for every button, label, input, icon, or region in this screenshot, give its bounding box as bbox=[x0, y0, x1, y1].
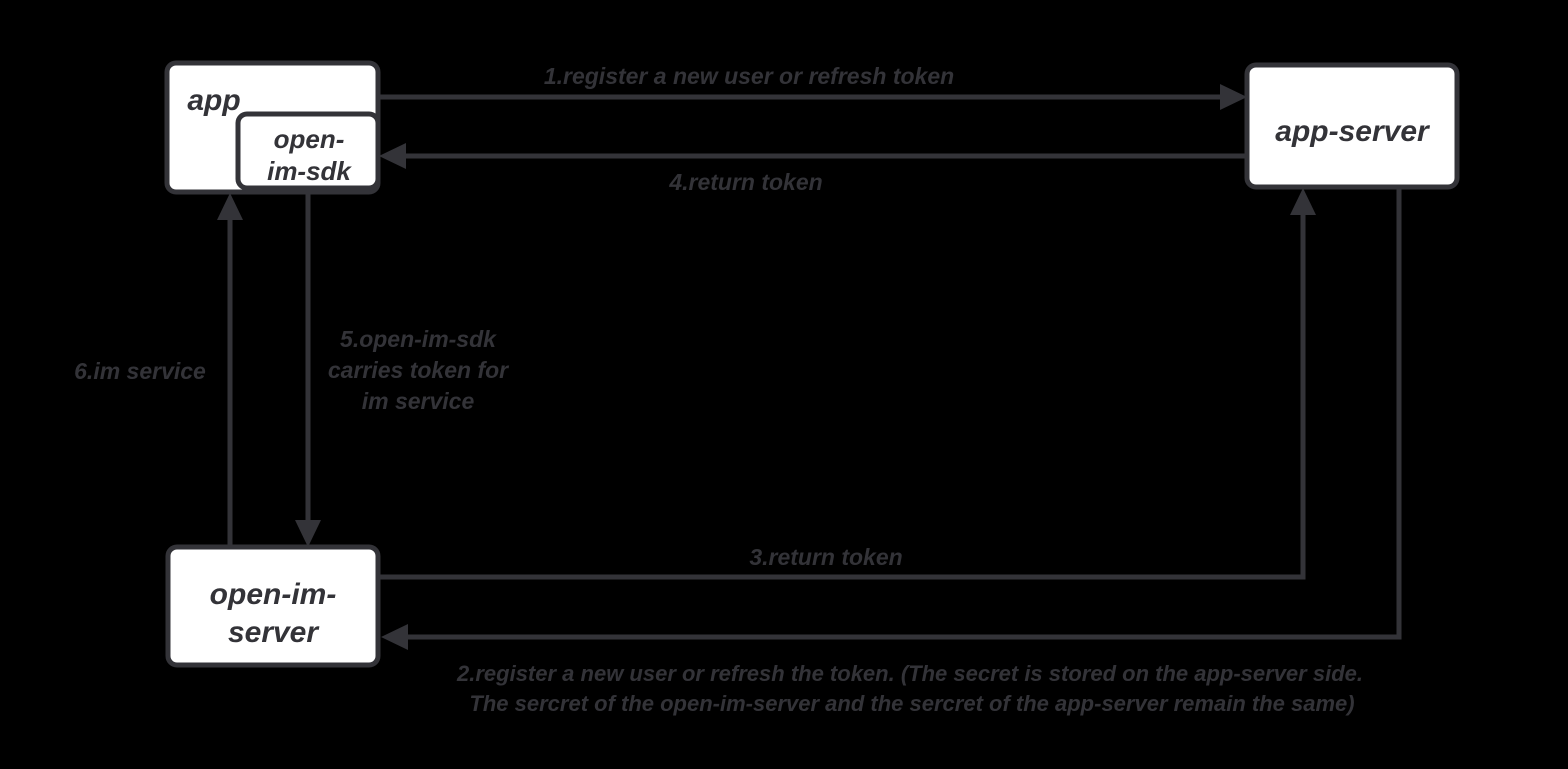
edge-2-register-token bbox=[381, 187, 1402, 650]
edge-5-label-line3: im service bbox=[362, 388, 475, 414]
edge-4-return-token bbox=[379, 143, 1247, 169]
edge-5-carries-token bbox=[295, 188, 321, 547]
edge-5-label-line1: 5.open-im-sdk bbox=[340, 326, 497, 352]
edge-2-arrowhead-left-icon bbox=[381, 624, 408, 650]
edge-2-label-line2: The sercret of the open-im-server and th… bbox=[469, 691, 1354, 716]
app-node-label: app bbox=[187, 84, 240, 117]
edge-6-arrowhead-up-icon bbox=[217, 193, 243, 220]
edge-3-label: 3.return token bbox=[749, 544, 902, 570]
edge-3-arrowhead-up-icon bbox=[1290, 188, 1316, 215]
edge-2-label-line1: 2.register a new user or refresh the tok… bbox=[456, 661, 1363, 686]
open-im-server-node: open-im- server bbox=[165, 544, 381, 668]
edge-2-line bbox=[404, 187, 1402, 640]
open-im-sdk-node-box bbox=[235, 111, 381, 191]
app-server-node-box bbox=[1244, 62, 1460, 190]
edge-3-return-token bbox=[378, 188, 1316, 580]
open-im-sdk-node-label-line1: open- bbox=[274, 124, 345, 154]
edge-4-arrowhead-left-icon bbox=[379, 143, 406, 169]
edge-5-arrowhead-down-icon bbox=[295, 520, 321, 547]
app-server-node-label: app-server bbox=[1275, 115, 1431, 148]
edge-4-label: 4.return token bbox=[668, 169, 822, 195]
edge-5-label-line2: carries token for bbox=[328, 357, 509, 383]
open-im-sdk-node-label-line2: im-sdk bbox=[267, 156, 352, 186]
edge-1-arrowhead-right-icon bbox=[1220, 84, 1247, 110]
open-im-sdk-node: open- im-sdk bbox=[235, 111, 381, 191]
edge-6-im-service bbox=[217, 193, 243, 547]
app-server-node: app-server bbox=[1244, 62, 1460, 190]
open-im-server-node-label-line1: open-im- bbox=[210, 578, 337, 611]
edge-6-label: 6.im service bbox=[74, 358, 206, 384]
edge-1-register-token bbox=[378, 84, 1247, 110]
edge-3-line bbox=[378, 211, 1306, 580]
edge-1-label: 1.register a new user or refresh token bbox=[544, 63, 954, 89]
open-im-server-node-label-line2: server bbox=[228, 616, 320, 649]
open-im-server-node-box bbox=[165, 544, 381, 668]
